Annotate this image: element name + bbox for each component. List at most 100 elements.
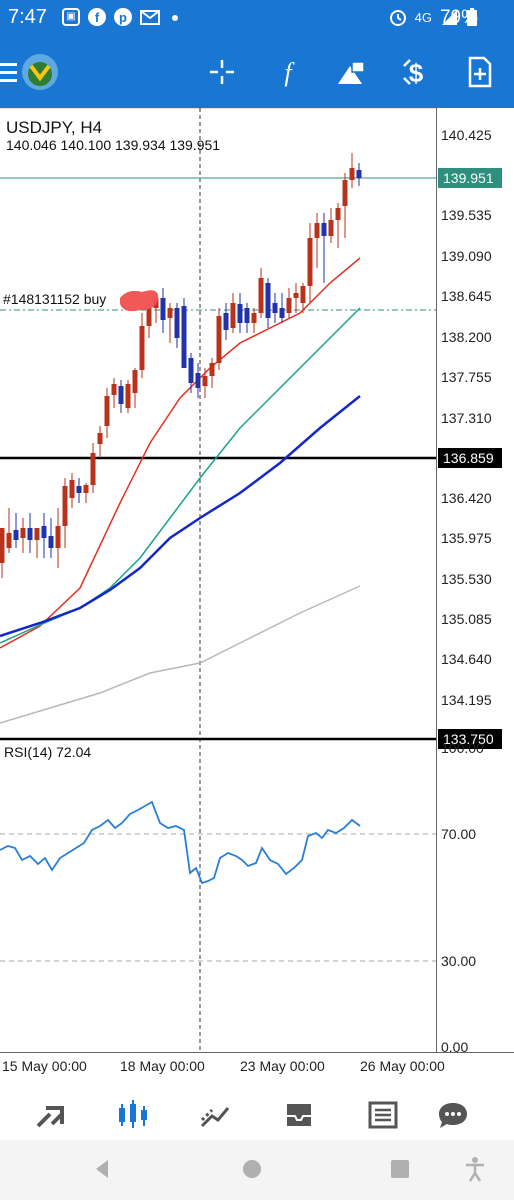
messages-icon[interactable] — [430, 1094, 476, 1136]
crosshair-icon[interactable] — [202, 52, 242, 92]
bull-candle — [335, 208, 341, 220]
price-tick-label: 138.200 — [441, 329, 492, 345]
bull-candle — [111, 384, 117, 395]
svg-text:f: f — [95, 10, 100, 25]
time-tick-label: 26 May 00:00 — [360, 1058, 445, 1074]
price-tick-label: 135.975 — [441, 530, 492, 546]
status-time: 7:47 — [8, 6, 47, 28]
rsi-tick-label: 30.00 — [441, 953, 477, 969]
trade-icon[interactable]: $ — [396, 52, 436, 92]
bull-candle — [62, 486, 68, 526]
bull-candle — [167, 308, 173, 318]
bull-candle — [97, 433, 103, 444]
bear-candle — [41, 526, 47, 538]
battery-icon — [467, 8, 477, 26]
bull-candle — [328, 220, 334, 236]
rsi-tick-label: 70.00 — [441, 826, 477, 842]
bottom-nav — [0, 1088, 514, 1140]
dot-icon — [172, 15, 178, 21]
chart-icon[interactable] — [110, 1094, 156, 1136]
ma-slow-line — [0, 395, 361, 638]
menu-icon[interactable] — [0, 52, 26, 92]
bull-candle — [258, 278, 264, 313]
price-tick-label: 137.755 — [441, 369, 492, 385]
ma-fast-line — [0, 257, 361, 649]
bear-candle — [321, 223, 327, 236]
price-tick-label: 140.425 — [441, 127, 492, 143]
bear-candle — [265, 283, 271, 318]
bull-candle — [349, 168, 355, 180]
redaction-mark — [120, 290, 159, 312]
pinterest-icon: p — [114, 8, 132, 26]
price-tick-label: 137.310 — [441, 410, 492, 426]
app-logo-icon[interactable] — [20, 52, 60, 92]
indicators-icon[interactable]: f — [268, 52, 308, 92]
price-tick-label: 135.530 — [441, 571, 492, 587]
ohlc-values: 140.046 140.100 139.934 139.951 — [6, 137, 221, 153]
bull-candle — [230, 303, 236, 328]
bear-candle — [27, 528, 33, 540]
bull-candle — [132, 370, 138, 393]
objects-icon[interactable] — [332, 52, 372, 92]
ma-long-line — [0, 585, 361, 724]
facebook-icon: f — [88, 8, 106, 26]
bull-candle — [0, 528, 5, 563]
ma-mid-line — [0, 307, 361, 644]
chart-toolbar: f $ — [0, 36, 514, 108]
bull-candle — [69, 480, 75, 498]
bull-candle — [55, 526, 61, 548]
price-tick-label: 139.090 — [441, 248, 492, 264]
bear-candle — [13, 530, 19, 540]
price-tick-label: 136.420 — [441, 490, 492, 506]
svg-text:p: p — [119, 10, 127, 25]
bull-candle — [146, 308, 152, 326]
symbol-label: USDJPY, H4 — [6, 118, 103, 137]
bull-candle — [342, 180, 348, 206]
signal-icon — [442, 10, 457, 25]
bear-candle — [272, 303, 278, 313]
home-icon[interactable] — [241, 1158, 263, 1180]
price-tick-label: 134.640 — [441, 651, 492, 667]
trade-nav-icon[interactable] — [192, 1094, 238, 1136]
network-type: 4G — [414, 9, 432, 25]
bear-candle — [279, 308, 285, 318]
price-tick-label: 135.085 — [441, 611, 492, 627]
rsi-tick-label: 100.00 — [441, 740, 484, 756]
bull-candle — [307, 238, 313, 286]
price-tick-label: 138.645 — [441, 288, 492, 304]
time-tick-label: 23 May 00:00 — [240, 1058, 325, 1074]
price-tick-label: 139.535 — [441, 207, 492, 223]
bear-candle — [244, 308, 250, 323]
hline-price-tag: 133.750 — [443, 731, 494, 747]
bull-candle — [83, 485, 89, 493]
bull-candle — [20, 528, 26, 538]
current-price-tag: 139.951 — [443, 170, 494, 186]
new-chart-icon[interactable] — [460, 52, 500, 92]
price-chart[interactable] — [0, 108, 514, 1088]
back-icon[interactable] — [92, 1158, 112, 1180]
bear-candle — [160, 298, 166, 320]
bear-candle — [118, 386, 124, 404]
svg-text:f: f — [284, 58, 295, 87]
accessibility-icon[interactable] — [464, 1156, 486, 1182]
bear-candle — [76, 486, 82, 493]
recents-icon[interactable] — [389, 1158, 411, 1180]
quotes-icon[interactable] — [28, 1094, 74, 1136]
rsi-label: RSI(14) 72.04 — [4, 744, 92, 760]
bear-candle — [223, 313, 229, 330]
chart-area[interactable]: USDJPY, H4 140.046 140.100 139.934 139.9… — [0, 108, 514, 1088]
history-icon[interactable] — [276, 1094, 322, 1136]
gmail-icon — [140, 10, 160, 25]
bull-candle — [251, 313, 257, 323]
order-label: #148131152 buy — [3, 291, 107, 307]
alarm-icon — [389, 10, 406, 26]
bull-candle — [90, 453, 96, 485]
bear-candle — [181, 306, 187, 368]
time-tick-label: 18 May 00:00 — [120, 1058, 205, 1074]
news-icon[interactable] — [360, 1094, 406, 1136]
svg-text:$: $ — [409, 58, 424, 88]
bear-candle — [237, 304, 243, 323]
hline-price-tag: 136.859 — [443, 450, 494, 466]
bear-candle — [188, 358, 194, 383]
price-tick-label: 134.195 — [441, 692, 492, 708]
